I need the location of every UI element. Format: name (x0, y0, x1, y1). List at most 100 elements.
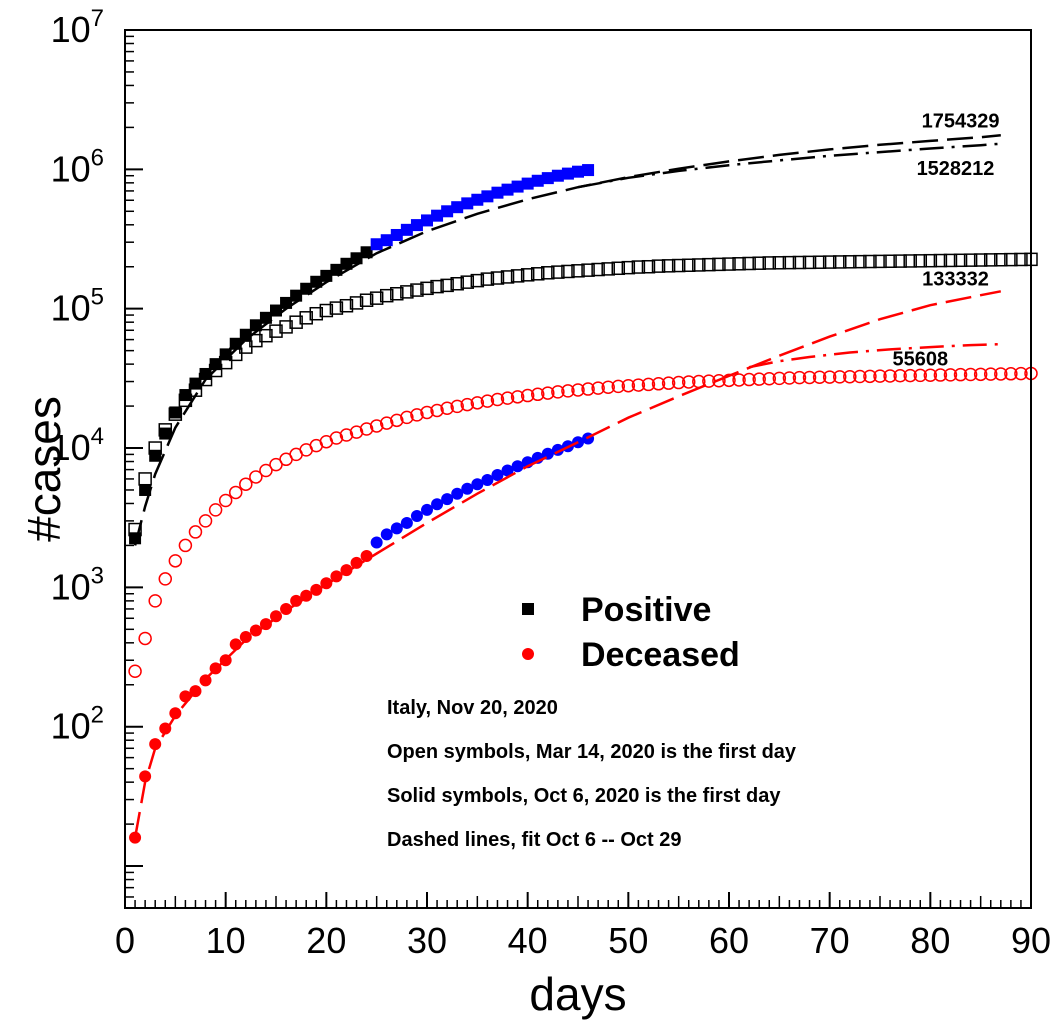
data-point-open-square (329, 301, 344, 315)
data-point-open-circle (239, 477, 253, 491)
data-point-filled-square (390, 228, 403, 241)
data-point-filled-square (380, 234, 393, 247)
data-point-filled-square (310, 275, 323, 288)
data-point-open-circle (339, 428, 354, 442)
data-point-open-square (571, 264, 585, 278)
data-point-open-circle (923, 368, 938, 382)
data-point-open-circle (641, 377, 656, 392)
data-point-filled-circle (129, 831, 142, 844)
data-point-open-circle (994, 367, 1008, 381)
data-point-open-circle (530, 387, 545, 402)
y-tick-label: 107 (51, 5, 104, 50)
data-point-open-circle (500, 391, 515, 405)
data-point-open-circle (551, 385, 565, 399)
y-tick-label: 102 (51, 702, 104, 747)
data-point-open-square (752, 256, 766, 270)
data-point-open-circle (591, 381, 605, 395)
data-point-filled-square (521, 177, 534, 190)
info-line: Open symbols, Mar 14, 2020 is the first … (387, 741, 797, 763)
data-point-open-square (460, 275, 475, 289)
data-point-open-circle (631, 378, 646, 392)
legend-marker-circle (522, 648, 534, 660)
data-point-open-square (722, 257, 736, 271)
data-point-open-square (742, 256, 756, 271)
data-point-filled-square (451, 201, 464, 214)
fit-line (577, 142, 1001, 189)
data-point-filled-square (149, 449, 162, 462)
data-point-open-circle (782, 371, 797, 385)
data-point-open-circle (541, 386, 555, 400)
data-point-open-circle (983, 367, 998, 381)
x-tick-label: 90 (1011, 920, 1051, 961)
data-point-open-square (279, 320, 293, 334)
data-point-open-square (450, 276, 464, 291)
data-point-filled-square (400, 223, 413, 236)
data-point-open-square (440, 278, 454, 293)
data-point-open-circle (349, 425, 364, 439)
data-point-filled-circle (400, 516, 413, 529)
data-point-open-circle (742, 372, 756, 387)
y-tick-exponent: 7 (91, 5, 104, 32)
data-point-open-square (631, 260, 646, 274)
data-point-open-circle (913, 368, 928, 383)
data-point-open-square (621, 260, 636, 275)
data-point-filled-square (360, 246, 373, 259)
data-point-filled-square (531, 174, 544, 187)
data-point-open-square (651, 259, 666, 273)
data-point-open-square (873, 254, 887, 269)
data-point-filled-square (561, 167, 574, 180)
data-point-open-circle (883, 369, 897, 383)
data-point-open-circle (802, 370, 817, 385)
legend: Positive Deceased (522, 591, 740, 674)
data-point-filled-square (471, 193, 484, 206)
data-point-open-square (893, 254, 907, 268)
data-point-open-square (1004, 252, 1018, 267)
data-point-filled-circle (461, 482, 474, 495)
x-tick-label: 40 (508, 920, 548, 961)
y-tick-exponent: 4 (91, 423, 104, 450)
data-point-open-square (641, 259, 656, 274)
data-point-open-square (359, 293, 374, 307)
data-point-open-square (369, 291, 384, 305)
data-point-filled-circle (290, 594, 303, 607)
data-point-filled-square (511, 180, 524, 193)
data-point-open-circle (903, 368, 917, 383)
x-tick-label: 70 (810, 920, 850, 961)
data-point-open-circle (621, 378, 636, 393)
data-point-filled-circle (511, 460, 524, 473)
x-tick-label: 0 (115, 920, 135, 961)
data-point-open-circle (732, 373, 746, 387)
data-point-filled-circle (390, 522, 403, 535)
data-point-open-circle (843, 369, 857, 384)
data-point-open-square (983, 253, 998, 267)
data-point-open-square (832, 255, 847, 269)
data-point-open-square (490, 271, 505, 285)
data-point-open-circle (359, 422, 374, 436)
data-point-open-square (702, 257, 716, 272)
data-point-open-square (681, 258, 696, 272)
data-point-open-square (530, 267, 545, 281)
data-point-open-square (712, 257, 726, 272)
y-tick-label: 105 (51, 284, 104, 329)
data-point-open-circle (963, 367, 978, 382)
data-point-filled-circle (249, 624, 262, 637)
data-point-open-square (299, 311, 313, 325)
data-point-open-circle (440, 401, 454, 415)
data-point-open-square (259, 328, 273, 343)
data-point-filled-circle (421, 503, 433, 516)
y-axis-title: #cases (18, 396, 70, 542)
data-point-open-circle (128, 664, 142, 679)
data-point-filled-square (551, 169, 564, 182)
data-point-open-circle (379, 416, 394, 430)
data-point-open-square (933, 253, 948, 268)
data-point-open-circle (480, 394, 495, 408)
data-point-filled-circle (471, 478, 484, 491)
data-point-open-circle (148, 594, 162, 608)
data-point-open-square (410, 283, 424, 297)
fit-lines (133, 134, 1002, 838)
data-point-open-circle (792, 370, 807, 385)
data-point-open-square (943, 253, 958, 268)
y-tick-exponent: 2 (91, 702, 104, 729)
